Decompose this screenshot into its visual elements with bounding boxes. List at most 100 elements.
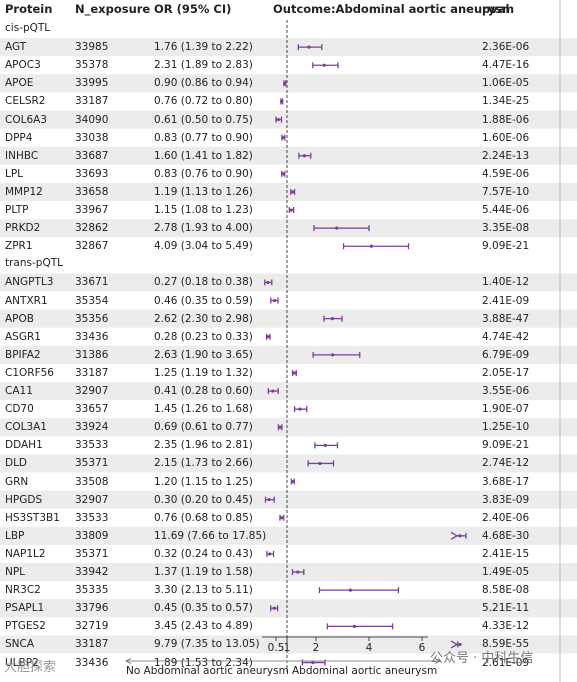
cell-n: 33533 — [75, 511, 109, 524]
ci-antxr1 — [270, 297, 279, 304]
cell-or-text: 0.46 (0.35 to 0.59) — [154, 294, 253, 307]
cell-or-text: 1.89 (1.53 to 2.34) — [154, 656, 253, 669]
cell-n: 32907 — [75, 493, 109, 506]
ci-c1orf56 — [291, 369, 297, 376]
cell-n: 35371 — [75, 547, 109, 560]
row-stripe — [0, 563, 577, 582]
ci-snca — [450, 640, 462, 649]
cell-or-text: 1.60 (1.41 to 1.82) — [154, 149, 253, 162]
direction-label-left: No Abdominal aortic aneurysm — [126, 665, 289, 677]
cell-n: 33187 — [75, 95, 109, 108]
row-stripe — [0, 454, 577, 473]
cell-n: 33967 — [75, 204, 109, 216]
cell-protein: NR3C2 — [5, 584, 41, 597]
cell-n: 33533 — [75, 439, 109, 452]
cell-or-text: 0.90 (0.86 to 0.94) — [154, 77, 253, 90]
cell-n: 35356 — [75, 312, 109, 325]
cell-or-text: 1.45 (1.26 to 1.68) — [154, 403, 253, 416]
cell-or-text: 0.27 (0.18 to 0.38) — [154, 276, 253, 289]
cell-pval: 1.40E-12 — [482, 276, 530, 289]
cell-n: 35371 — [75, 457, 109, 470]
cell-protein: ZPR1 — [5, 240, 33, 253]
point-estimate — [298, 407, 302, 411]
row-stripe — [0, 345, 577, 364]
cell-n: 33671 — [75, 276, 109, 289]
cell-protein: DPP4 — [5, 131, 33, 144]
cell-n: 33995 — [75, 77, 109, 90]
cell-or-text: 0.83 (0.76 to 0.90) — [154, 167, 253, 180]
point-estimate — [330, 317, 335, 321]
ci-agt — [297, 44, 323, 51]
point-estimate — [266, 280, 270, 285]
cell-pval: 1.88E-06 — [482, 113, 530, 126]
cell-protein: PLTP — [5, 204, 29, 216]
ci-lbp — [450, 531, 467, 540]
cell-protein: HPGDS — [5, 493, 43, 506]
ci-ca11 — [267, 388, 279, 395]
cell-n: 33985 — [75, 41, 109, 54]
cell-pval: 6.79E-09 — [482, 348, 530, 361]
cell-protein: ANTXR1 — [5, 294, 48, 307]
row-stripe — [0, 526, 577, 545]
point-estimate — [281, 136, 285, 140]
cell-pval: 3.88E-47 — [482, 312, 530, 325]
point-estimate — [278, 425, 282, 429]
cell-n: 31386 — [75, 348, 109, 361]
cell-pval: 1.90E-07 — [482, 403, 530, 416]
ci-angptl3 — [264, 279, 273, 286]
cell-n: 33687 — [75, 149, 109, 162]
cell-pval: 2.24E-13 — [482, 149, 530, 162]
point-estimate — [267, 498, 271, 502]
row-stripe — [0, 182, 577, 201]
x-tick-label: 0.5 — [267, 642, 285, 654]
ci-apoc3 — [312, 62, 339, 69]
ci-col6a3 — [275, 116, 283, 123]
cell-protein: GRN — [5, 475, 29, 488]
cell-protein: INHBC — [5, 149, 39, 162]
cell-pval: 1.25E-10 — [482, 421, 530, 434]
cell-protein: AGT — [5, 41, 27, 54]
ci-celsr2 — [280, 98, 284, 105]
point-estimate — [458, 642, 462, 647]
cell-protein: COL3A1 — [5, 421, 47, 434]
point-estimate — [280, 99, 284, 104]
row-stripe — [0, 38, 577, 57]
cell-or-text: 2.78 (1.93 to 4.00) — [154, 222, 253, 235]
ci-col3a1 — [277, 424, 283, 431]
cell-protein: BPIFA2 — [5, 348, 41, 361]
cell-n: 33796 — [75, 602, 109, 615]
point-estimate — [331, 353, 335, 357]
cell-protein: LPL — [5, 167, 24, 180]
cell-protein: HS3ST3B1 — [5, 511, 60, 524]
cell-n: 34090 — [75, 113, 109, 126]
cell-pval: 1.06E-05 — [482, 77, 530, 90]
ci-pltp — [288, 207, 295, 214]
cell-n: 32719 — [75, 620, 109, 633]
ci-apob — [323, 315, 343, 322]
ci-lpl — [281, 170, 286, 177]
point-estimate — [283, 81, 287, 85]
point-estimate — [318, 461, 322, 466]
point-estimate — [352, 624, 357, 628]
cell-protein: NPL — [5, 566, 26, 578]
cell-or-text: 2.62 (2.30 to 2.98) — [154, 312, 253, 325]
cell-pval: 2.41E-15 — [482, 547, 530, 560]
row-stripe — [0, 635, 577, 654]
point-estimate — [272, 606, 276, 610]
point-estimate — [268, 552, 272, 556]
cell-or-text: 1.15 (1.08 to 1.23) — [154, 204, 253, 216]
ci-nap1l2 — [266, 550, 275, 557]
cell-pval: 2.36E-06 — [482, 41, 530, 54]
cell-pval: 2.40E-06 — [482, 511, 530, 524]
cell-n: 33693 — [75, 167, 109, 180]
cell-or-text: 9.79 (7.35 to 13.05) — [154, 638, 260, 651]
point-estimate — [281, 172, 285, 176]
cell-protein: PTGES2 — [5, 620, 46, 633]
cell-n: 33924 — [75, 421, 109, 434]
cell-n: 35354 — [75, 294, 109, 307]
point-estimate — [290, 190, 295, 194]
cell-pval: 2.41E-09 — [482, 294, 530, 307]
point-estimate — [307, 45, 311, 49]
section-label: cis-pQTL — [5, 22, 51, 34]
cell-pval: 4.68E-30 — [482, 529, 530, 542]
